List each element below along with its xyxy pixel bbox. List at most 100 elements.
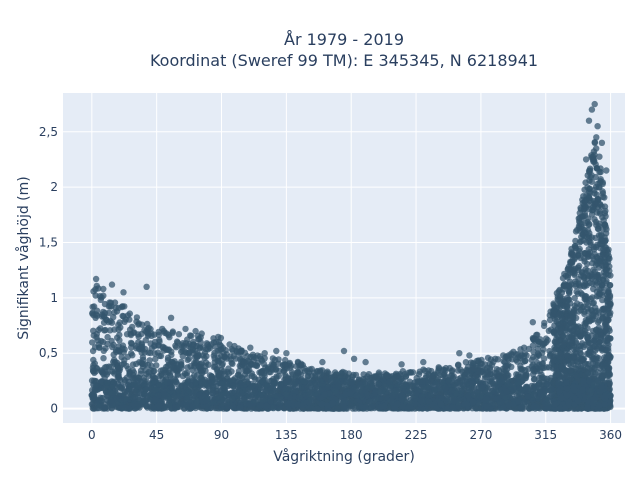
data-point [571,252,577,258]
data-point [224,355,230,361]
data-point [605,288,611,294]
data-point [340,369,346,375]
data-point [211,350,217,356]
data-point [89,304,95,310]
data-point [565,272,571,278]
data-point [591,366,597,372]
data-point [333,371,339,377]
data-point [587,166,593,172]
data-point [603,326,609,332]
data-point [314,405,320,411]
data-point [575,323,581,329]
data-point [116,374,122,380]
data-point [111,309,117,315]
data-point [591,256,597,262]
data-point [125,366,131,372]
data-point [580,273,586,279]
data-point [598,232,604,238]
data-point [215,374,221,380]
data-point [597,259,603,265]
data-point [531,376,537,382]
data-point [148,363,154,369]
data-point [561,283,567,289]
data-point [566,283,572,289]
data-point [596,154,602,160]
data-point [535,350,541,356]
data-point [551,358,557,364]
data-point [195,353,201,359]
data-point [176,331,182,337]
data-point [585,308,591,314]
data-point [564,352,570,358]
data-point [603,347,609,353]
data-point [603,261,609,267]
data-point [593,174,599,180]
data-point [115,326,121,332]
data-point [187,363,193,369]
data-point [587,239,593,245]
data-point [475,357,481,363]
data-point [107,327,113,333]
data-point [119,354,125,360]
data-point [175,339,181,345]
data-point [599,314,605,320]
data-point [598,332,604,338]
data-point [575,291,581,297]
data-point [199,330,205,336]
data-point [143,337,149,343]
data-point [90,357,96,363]
data-point [530,342,536,348]
data-point [554,371,560,377]
data-point [576,343,582,349]
data-point [160,367,166,373]
data-point [593,327,599,333]
data-point [520,359,526,365]
data-point [170,328,176,334]
data-point [218,343,224,349]
data-point [295,370,301,376]
data-point [102,345,108,351]
data-point [558,363,564,369]
data-point [200,344,206,350]
data-point [197,364,203,370]
data-point [168,349,174,355]
data-point [607,272,613,278]
data-point [535,338,541,344]
data-point [573,315,579,321]
data-point [564,373,570,379]
data-point [569,328,575,334]
data-point [574,300,580,306]
data-point [587,273,593,279]
data-point [384,373,390,379]
data-point [108,338,114,344]
data-point [583,320,589,326]
data-point [605,359,611,365]
data-point [595,274,601,280]
data-point [228,360,234,366]
data-point [523,352,529,358]
data-point [509,356,515,362]
data-point [343,379,349,385]
data-point [560,342,566,348]
data-point [94,283,100,289]
data-point [178,359,184,365]
data-point [241,359,247,365]
data-point [574,359,580,365]
data-point [582,250,588,256]
data-point [471,366,477,372]
data-point [101,327,107,333]
data-point [371,373,377,379]
data-point [130,330,136,336]
data-point [211,339,217,345]
data-point [564,303,570,309]
data-point [513,351,519,357]
data-point [585,302,591,308]
data-point [281,367,287,373]
data-point [100,309,106,315]
data-point [196,336,202,342]
data-point [166,367,172,373]
data-point [586,189,592,195]
data-point [175,372,181,378]
data-point [90,368,96,374]
